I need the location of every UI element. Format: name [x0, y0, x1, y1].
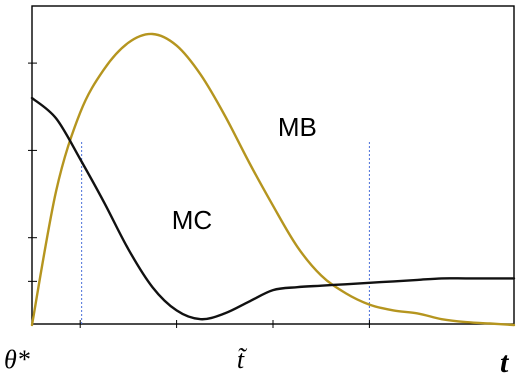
series-mb-line	[30, 32, 516, 327]
x-label-t: t	[500, 346, 510, 379]
series-mc-line	[30, 96, 516, 321]
plot-frame	[31, 5, 515, 325]
x-label-t-tilde: t̃	[237, 345, 248, 374]
guide-lines	[81, 142, 370, 324]
series-label-mb: MB	[278, 112, 317, 142]
series-label-mc: MC	[172, 205, 212, 235]
labels: MB MC θ* t̃ t	[4, 112, 510, 379]
x-label-theta-star: θ*	[4, 345, 30, 374]
axis-ticks	[28, 62, 370, 328]
curves	[30, 32, 516, 327]
